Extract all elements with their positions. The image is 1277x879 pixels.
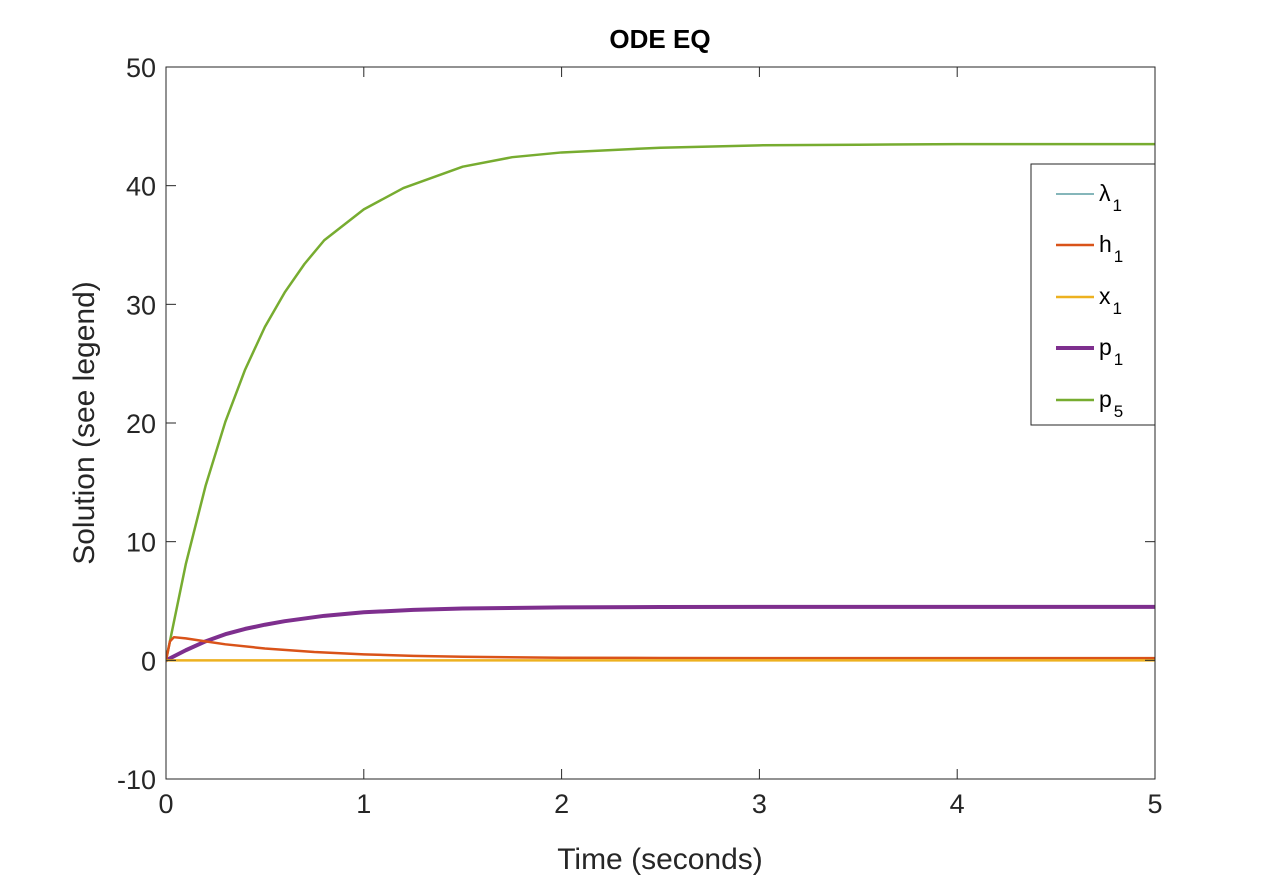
chart-title: ODE EQ (609, 24, 710, 54)
plot-area (166, 142, 1155, 663)
y-tick-label: -10 (117, 765, 156, 795)
x-tick-label: 0 (158, 789, 173, 819)
axes-box (165, 66, 1156, 780)
series-line-p1 (166, 604, 1155, 663)
y-tick-label: 40 (126, 172, 156, 202)
y-tick-label: 20 (126, 409, 156, 439)
x-tick-label: 1 (356, 789, 371, 819)
y-axis-label: Solution (see legend) (68, 281, 101, 565)
series-line-p5 (166, 142, 1155, 662)
y-tick-label: 0 (141, 646, 156, 676)
x-axis-label: Time (seconds) (557, 843, 763, 876)
y-tick-label: 50 (126, 53, 156, 83)
y-tick-label: 30 (126, 290, 156, 320)
series-line-h1 (166, 635, 1155, 662)
y-tick-label: 10 (126, 528, 156, 558)
legend: λ 1 h 1 x 1 p 1 p 5 (1030, 163, 1156, 426)
x-tick-label: 3 (752, 789, 767, 819)
x-tick-label: 5 (1147, 789, 1162, 819)
legend-box (1030, 163, 1156, 426)
x-tick-label: 2 (554, 789, 569, 819)
x-tick-label: 4 (950, 789, 965, 819)
